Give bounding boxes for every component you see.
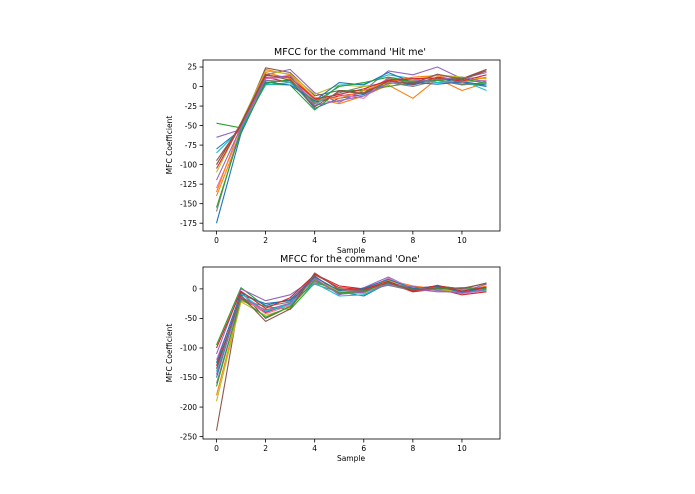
y-tick-label: -50 — [185, 314, 197, 323]
series-line-13 — [215, 76, 487, 208]
chart-bottom: MFCC for the command 'One' 0 -50 -100 -150 -… — [165, 254, 501, 463]
x-ticks: 0 2 4 6 8 10 — [214, 439, 467, 453]
series-line-16 — [216, 70, 487, 165]
y-ticks: 0 -50 -100 -150 -200 -250 — [180, 285, 203, 441]
series-line-14 — [216, 74, 487, 169]
series-line-8 — [215, 283, 487, 384]
series-line-12 — [215, 280, 487, 387]
x-tick-label: 0 — [214, 236, 219, 245]
x-tick-label: 8 — [410, 236, 415, 245]
y-tick-label: -125 — [180, 180, 197, 189]
x-tick-label: 8 — [410, 444, 415, 453]
y-tick-label: -100 — [180, 160, 197, 169]
series-line-8 — [215, 79, 487, 212]
x-tick-label: 6 — [361, 444, 366, 453]
series-group — [215, 66, 487, 224]
y-tick-label: 25 — [187, 63, 197, 72]
x-tick-label: 4 — [312, 444, 317, 453]
series-line-9 — [215, 279, 487, 402]
x-tick-label: 2 — [263, 444, 268, 453]
series-line-2 — [215, 276, 487, 396]
series-line-1 — [215, 279, 487, 378]
series-line-6 — [215, 275, 487, 431]
series-line-15 — [215, 272, 487, 369]
series-line-15 — [216, 75, 487, 181]
y-tick-label: -100 — [180, 344, 197, 353]
series-line-14 — [215, 278, 487, 375]
x-tick-label: 10 — [457, 444, 467, 453]
y-tick-label: 0 — [192, 82, 197, 91]
y-tick-label: -25 — [185, 102, 197, 111]
chart-title: MFCC for the command 'One' — [280, 254, 420, 265]
series-group — [215, 272, 487, 431]
y-tick-label: 0 — [192, 285, 197, 294]
y-tick-label: -200 — [180, 403, 197, 412]
chart-top: MFCC for the command 'Hit me' 25 0 -25 -50 -… — [165, 47, 501, 255]
x-tick-label: 0 — [214, 444, 219, 453]
x-tick-label: 2 — [263, 236, 268, 245]
x-tick-label: 6 — [361, 236, 366, 245]
chart-title: MFCC for the command 'Hit me' — [274, 47, 426, 58]
x-axis-label: Sample — [337, 454, 366, 463]
y-axis-label: MFC Coefficient — [165, 324, 174, 383]
y-tick-label: -150 — [180, 199, 197, 208]
y-axis-label: MFC Coefficient — [165, 116, 174, 175]
series-line-13 — [215, 274, 487, 349]
y-tick-label: -150 — [180, 373, 197, 382]
y-tick-label: -50 — [185, 121, 197, 130]
y-tick-label: -250 — [180, 432, 197, 441]
series-line-10 — [216, 74, 487, 154]
series-line-9 — [216, 70, 487, 173]
y-ticks: 25 0 -25 -50 -75 -100 -125 -150 -175 — [180, 63, 203, 228]
x-tick-label: 10 — [457, 236, 467, 245]
y-tick-label: -75 — [185, 141, 197, 150]
x-ticks: 0 2 4 6 8 10 — [214, 231, 467, 245]
x-tick-label: 4 — [312, 236, 317, 245]
y-tick-label: -175 — [180, 219, 197, 228]
x-axis-label: Sample — [337, 246, 366, 255]
plot-frame — [202, 266, 501, 440]
